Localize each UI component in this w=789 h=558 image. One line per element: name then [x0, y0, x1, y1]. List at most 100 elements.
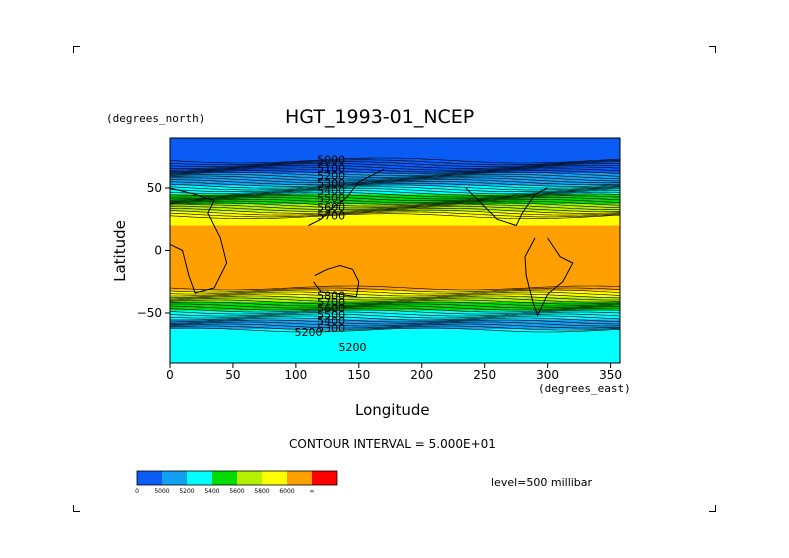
contour-line-north-28 [170, 208, 621, 214]
contour-label-5: 5500 [317, 192, 345, 205]
coastline-0 [169, 187, 228, 294]
contour-line-north-30 [169, 211, 621, 218]
contour-line-south-9 [170, 303, 621, 309]
contour-line-south-13 [169, 311, 621, 317]
contour-label-3: 5300 [317, 177, 345, 190]
contour-line-north-0 [169, 157, 621, 164]
contour-line-north-29 [169, 209, 621, 216]
contour-label-0: 5000 [317, 153, 345, 166]
contour-line-north-3 [169, 163, 620, 169]
x-tick-label-200: 200 [410, 368, 433, 382]
band-11 [170, 319, 620, 330]
coastline-4 [465, 187, 548, 227]
contour-label-7: 5700 [317, 210, 345, 223]
contour-line-south-10 [169, 305, 621, 311]
contour-line-north-22 [169, 197, 621, 203]
contour-label-14: 5200 [294, 326, 322, 339]
colorbar-swatch-3 [212, 471, 237, 485]
coastline-2 [308, 168, 385, 226]
contour-line-north-16 [169, 186, 621, 192]
contour-line-north-10 [169, 175, 620, 182]
colorbar-label-4: 5600 [229, 488, 244, 495]
band-12 [170, 329, 620, 363]
colorbar-label-2: 5200 [179, 488, 194, 495]
colorbar-label-1: 5000 [154, 488, 169, 495]
contour-line-north-25 [169, 202, 621, 209]
contour-label-9: 5700 [317, 296, 345, 309]
x-tick-label-0: 0 [166, 368, 174, 382]
contour-label-11: 5500 [317, 308, 345, 321]
contour-line-south-18 [169, 321, 621, 327]
colorbar-swatch-2 [187, 471, 212, 485]
crop-mark-top-right [709, 46, 716, 53]
contour-line-south-21 [169, 327, 621, 333]
contour-line-south-19 [169, 323, 621, 329]
colorbar-swatch-1 [162, 471, 187, 485]
band-3 [170, 194, 620, 205]
y-axis-units: (degrees_north) [106, 112, 206, 125]
coastline-1 [524, 237, 574, 317]
crop-mark-bottom-right [709, 505, 716, 512]
coastline-3 [313, 264, 360, 298]
x-axis-units: (degrees_east) [538, 382, 631, 395]
colorbar-swatch-4 [237, 471, 262, 485]
colorbar-swatch-5 [262, 471, 287, 485]
contour-line-north-24 [169, 200, 621, 207]
crop-mark-bottom-left [73, 505, 80, 512]
contour-line-north-13 [169, 181, 621, 187]
contour-line-north-17 [169, 188, 621, 194]
contour-line-south-8 [169, 301, 621, 307]
contour-line-north-8 [169, 172, 621, 178]
contour-interval-text: CONTOUR INTERVAL = 5.000E+01 [289, 437, 496, 451]
colorbar-frame [136, 470, 338, 486]
colorbar-label-6: 6000 [279, 488, 294, 495]
contour-line-south-1 [169, 287, 621, 293]
x-tick-label-350: 350 [599, 368, 622, 382]
contour-line-south-0 [169, 285, 621, 291]
contour-line-north-23 [169, 199, 621, 205]
contour-label-8: 5800 [317, 290, 345, 303]
x-tick-label-150: 150 [347, 368, 370, 382]
crop-mark-top-left [73, 46, 80, 53]
colorbar-label-5: 5800 [254, 488, 269, 495]
contour-line-south-2 [169, 289, 621, 295]
contour-line-north-7 [169, 170, 621, 176]
contour-line-north-5 [169, 166, 621, 173]
x-tick-label-250: 250 [473, 368, 496, 382]
band-10 [170, 310, 620, 320]
contour-line-north-31 [169, 213, 621, 219]
contour-line-south-14 [169, 313, 621, 319]
contour-label-15: 5200 [339, 341, 367, 354]
colorbar-swatch-7 [312, 471, 337, 485]
contour-line-north-19 [170, 191, 621, 198]
contour-line-south-7 [169, 299, 621, 305]
x-tick-label-300: 300 [536, 368, 559, 382]
x-tick-label-100: 100 [284, 368, 307, 382]
y-tick-label-1: 0 [154, 244, 162, 258]
contour-line-south-3 [170, 291, 621, 297]
contour-line-south-11 [169, 307, 620, 313]
contour-line-north-21 [169, 195, 621, 201]
contour-line-south-12 [169, 309, 621, 315]
colorbar-swatch-0 [137, 471, 162, 485]
x-axis-label: Longitude [355, 401, 430, 419]
contour-line-north-11 [169, 177, 620, 184]
contour-line-north-6 [169, 168, 621, 175]
contour-line-north-4 [170, 164, 621, 171]
y-tick-label-2: −50 [137, 306, 162, 320]
contour-line-south-15 [169, 315, 621, 321]
colorbar-label-0: 0 [135, 488, 139, 495]
contour-label-12: 5400 [317, 315, 345, 328]
contour-line-north-12 [170, 179, 621, 185]
contour-line-south-17 [169, 319, 620, 325]
contour-line-north-26 [169, 204, 620, 210]
contour-line-south-5 [169, 295, 620, 301]
contour-label-6: 5600 [317, 201, 345, 214]
contour-line-north-14 [169, 182, 621, 189]
contour-line-south-20 [169, 325, 621, 331]
y-tick-label-0: 50 [147, 181, 162, 195]
colorbar-label-7: ∞ [310, 488, 315, 495]
band-7 [170, 290, 620, 297]
contour-label-13: 5300 [317, 322, 345, 335]
